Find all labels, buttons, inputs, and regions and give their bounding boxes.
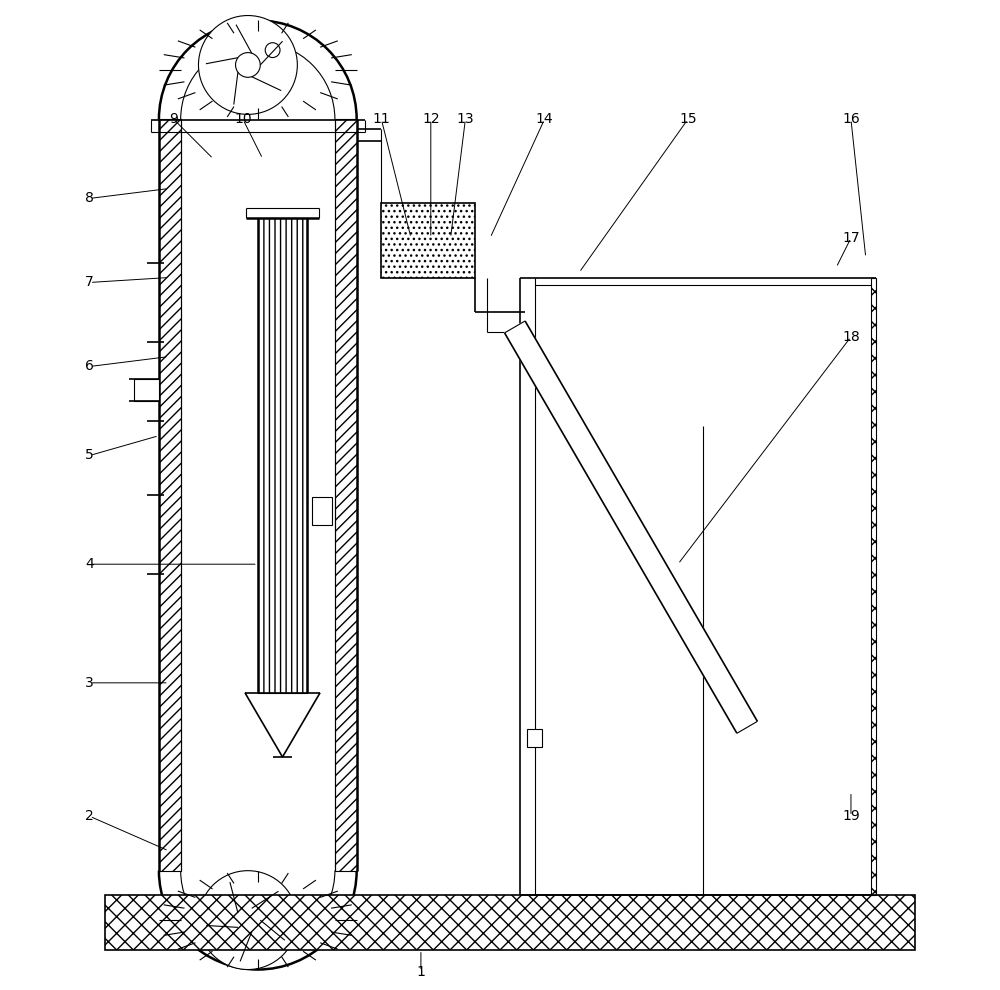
Text: 5: 5 <box>85 448 94 462</box>
Text: 14: 14 <box>536 112 553 127</box>
Bar <box>312 497 332 525</box>
Text: 17: 17 <box>842 231 860 245</box>
Circle shape <box>236 908 260 933</box>
Text: 7: 7 <box>85 275 94 289</box>
Circle shape <box>218 928 233 942</box>
Circle shape <box>198 16 297 115</box>
Text: 15: 15 <box>679 112 697 127</box>
Bar <box>335 120 357 870</box>
Bar <box>159 120 181 870</box>
Bar <box>527 730 542 747</box>
Circle shape <box>198 870 297 969</box>
Text: 9: 9 <box>169 112 178 127</box>
Text: 12: 12 <box>422 112 440 127</box>
Text: 13: 13 <box>457 112 474 127</box>
Circle shape <box>236 52 260 77</box>
Text: 6: 6 <box>85 359 94 373</box>
Text: 16: 16 <box>842 112 860 127</box>
Text: 2: 2 <box>85 809 94 824</box>
Text: 1: 1 <box>416 964 425 978</box>
Text: 11: 11 <box>372 112 390 127</box>
Text: 3: 3 <box>85 676 94 690</box>
Bar <box>105 895 915 949</box>
Text: 19: 19 <box>842 809 860 824</box>
Circle shape <box>265 43 280 57</box>
Text: 10: 10 <box>234 112 252 127</box>
Bar <box>871 277 876 895</box>
Bar <box>134 379 159 401</box>
Bar <box>258 218 307 693</box>
Polygon shape <box>505 321 757 734</box>
Bar <box>381 203 475 277</box>
Text: 4: 4 <box>85 557 94 571</box>
Text: 8: 8 <box>85 191 94 205</box>
Text: 18: 18 <box>842 330 860 344</box>
